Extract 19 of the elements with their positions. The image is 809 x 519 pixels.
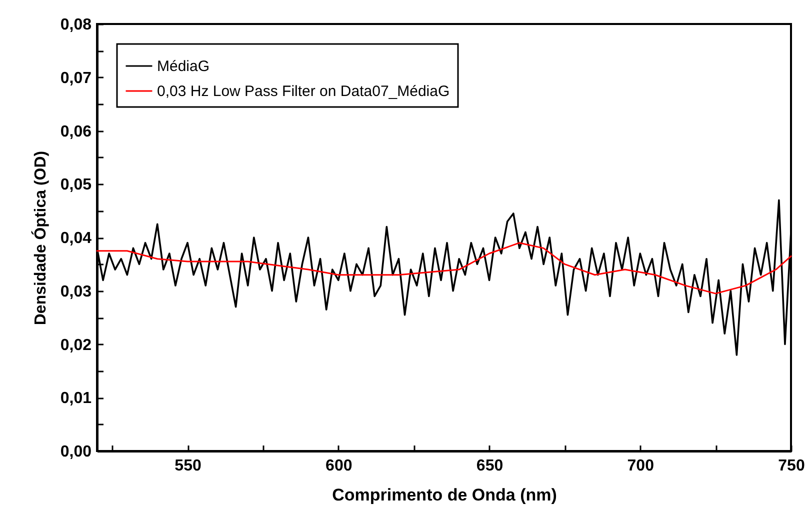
legend-label: MédiaG [157, 58, 210, 75]
x-tick-label: 600 [326, 458, 352, 474]
y-tick-label: 0,01 [60, 390, 92, 408]
x-tick-label: 550 [174, 458, 202, 474]
y-tick-label: 0,04 [60, 230, 92, 247]
y-tick-label: 0,07 [60, 70, 92, 87]
legend-label: 0,03 Hz Low Pass Filter on Data07_MédiaG [157, 83, 450, 100]
x-tick-label: 700 [627, 458, 654, 474]
y-tick-label: 0,06 [60, 123, 92, 140]
x-tick-label: 650 [476, 458, 504, 474]
line-series [96, 242, 792, 294]
y-tick-label: 0,00 [60, 444, 92, 460]
y-tick-label: 0,02 [60, 336, 92, 354]
y-tick-label: 0,05 [60, 176, 92, 194]
y-tick-label: 0,03 [60, 283, 92, 300]
y-axis-title: Densidade Óptica (OD) [30, 150, 50, 326]
y-tick-label: 0,08 [60, 16, 92, 34]
x-axis-title: Comprimento de Onda (nm) [332, 486, 557, 504]
x-tick-label: 750 [778, 458, 805, 474]
